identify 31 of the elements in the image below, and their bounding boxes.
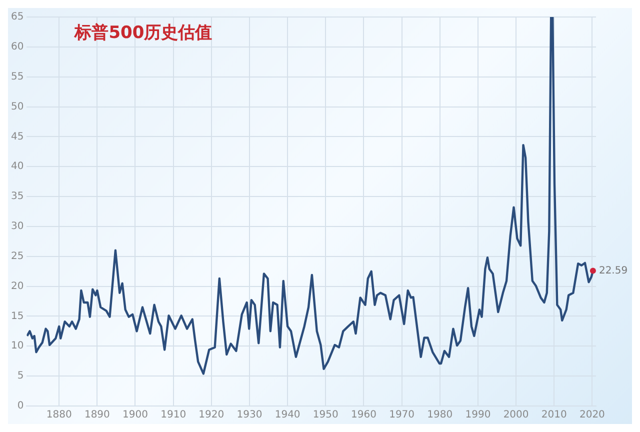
- y-tick-label: 30: [10, 221, 24, 232]
- y-tick-label: 5: [17, 370, 24, 382]
- y-tick-label: 20: [10, 280, 24, 292]
- x-tick-label: 1900: [122, 410, 148, 421]
- y-tick-label: 0: [17, 400, 24, 412]
- x-tick-label: 1880: [46, 410, 72, 421]
- y-tick-label: 60: [10, 42, 24, 53]
- x-tick-label: 2010: [541, 410, 567, 421]
- y-tick-label: 25: [10, 250, 24, 262]
- x-tick-label: 1980: [427, 410, 453, 421]
- y-tick-label: 35: [10, 191, 24, 202]
- x-tick-label: 1990: [465, 410, 491, 421]
- y-tick-label: 50: [10, 101, 24, 112]
- x-tick-label: 1940: [274, 410, 300, 421]
- x-tick-label: 2020: [579, 410, 605, 421]
- x-tick-label: 1970: [389, 410, 415, 421]
- x-tick-label: 1930: [236, 410, 262, 421]
- x-tick-label: 1950: [312, 410, 338, 421]
- y-tick-label: 65: [10, 12, 24, 23]
- x-tick-label: 2000: [503, 410, 529, 421]
- y-tick-label: 55: [10, 71, 24, 82]
- x-tick-label: 1960: [350, 410, 376, 421]
- annotation: 22.59: [598, 265, 628, 276]
- x-tick-label: 1920: [198, 410, 224, 421]
- chart-title: 标普500历史估值: [74, 22, 212, 43]
- y-tick-label: 15: [10, 310, 24, 322]
- y-tick-label: 40: [10, 161, 24, 172]
- y-tick-label: 45: [10, 131, 24, 142]
- y-tick-label: 10: [10, 340, 24, 352]
- x-tick-label: 1910: [160, 410, 186, 421]
- x-tick-label: 1890: [84, 410, 110, 421]
